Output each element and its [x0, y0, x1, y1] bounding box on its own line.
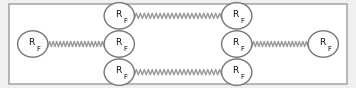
FancyBboxPatch shape: [9, 4, 347, 84]
Ellipse shape: [104, 31, 135, 57]
Text: F: F: [241, 74, 245, 80]
Ellipse shape: [221, 3, 252, 29]
Text: R: R: [232, 10, 239, 19]
Text: F: F: [241, 18, 245, 24]
Text: R: R: [232, 66, 239, 75]
Text: F: F: [123, 18, 127, 24]
Text: R: R: [115, 10, 121, 19]
Ellipse shape: [104, 3, 135, 29]
Text: F: F: [123, 74, 127, 80]
Text: F: F: [327, 46, 331, 52]
Ellipse shape: [104, 59, 135, 85]
Text: F: F: [123, 46, 127, 52]
Ellipse shape: [221, 59, 252, 85]
Text: F: F: [241, 46, 245, 52]
Text: R: R: [28, 38, 35, 47]
Ellipse shape: [308, 31, 338, 57]
Text: R: R: [115, 66, 121, 75]
Ellipse shape: [221, 31, 252, 57]
Text: R: R: [319, 38, 325, 47]
Text: R: R: [232, 38, 239, 47]
Text: R: R: [115, 38, 121, 47]
Text: F: F: [37, 46, 41, 52]
Ellipse shape: [17, 31, 48, 57]
